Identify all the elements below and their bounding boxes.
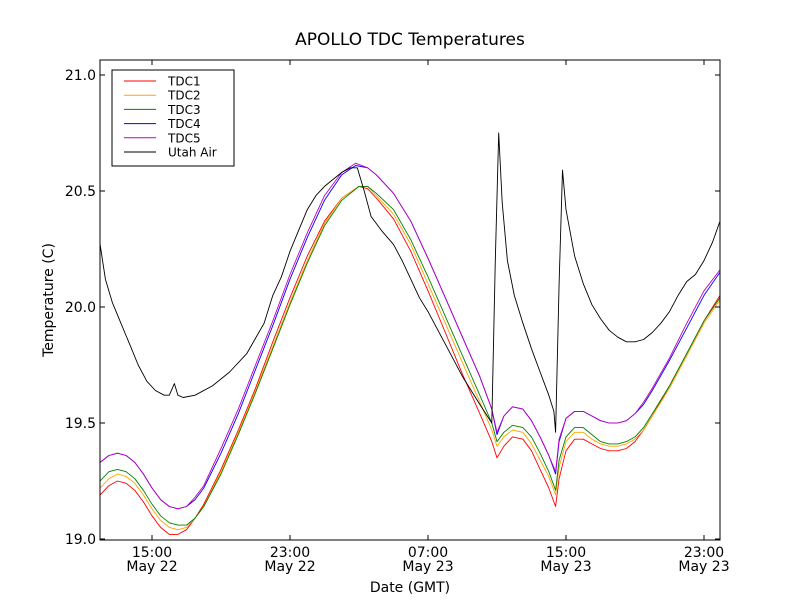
series-line-tdc5 — [100, 162, 720, 510]
legend-label-tdc3: TDC3 — [167, 103, 201, 117]
x-tick-label-date: May 22 — [126, 559, 177, 575]
y-axis-label: Temperature (C) — [41, 243, 57, 358]
legend-label-tdc2: TDC2 — [167, 89, 201, 103]
series-line-tdc2 — [100, 185, 720, 531]
legend-label-tdc4: TDC4 — [167, 117, 201, 131]
series-line-tdc1 — [100, 185, 720, 535]
chart-title: APOLLO TDC Temperatures — [295, 30, 525, 50]
y-tick-label: 20.5 — [65, 184, 96, 200]
x-tick-label-time: 15:00 — [546, 545, 586, 561]
y-tick-label: 21.0 — [65, 68, 96, 84]
x-axis-label: Date (GMT) — [370, 580, 450, 596]
x-tick-label-date: May 23 — [678, 559, 729, 575]
x-tick-label-time: 15:00 — [132, 545, 172, 561]
x-tick-label-date: May 23 — [540, 559, 591, 575]
y-tick-label: 20.0 — [65, 300, 96, 316]
plot-frame — [99, 59, 721, 541]
legend-label-utah-air: Utah Air — [168, 146, 217, 160]
legend-label-tdc1: TDC1 — [167, 75, 201, 89]
series-layer — [100, 132, 720, 535]
legend-box — [111, 69, 235, 167]
x-tick-label-time: 23:00 — [270, 545, 310, 561]
x-tick-label-time: 07:00 — [408, 545, 448, 561]
legend-label-tdc5: TDC5 — [167, 131, 201, 145]
y-tick-label: 19.0 — [65, 532, 96, 548]
x-tick-label-date: May 22 — [264, 559, 315, 575]
x-tick-label-date: May 23 — [402, 559, 453, 575]
y-tick-label: 19.5 — [65, 416, 96, 432]
series-line-tdc3 — [100, 185, 720, 526]
y-axis: 19.0 19.5 20.0 20.5 21.0 — [65, 68, 720, 548]
series-line-utah-air — [100, 132, 720, 433]
x-tick-label-time: 23:00 — [684, 545, 724, 561]
